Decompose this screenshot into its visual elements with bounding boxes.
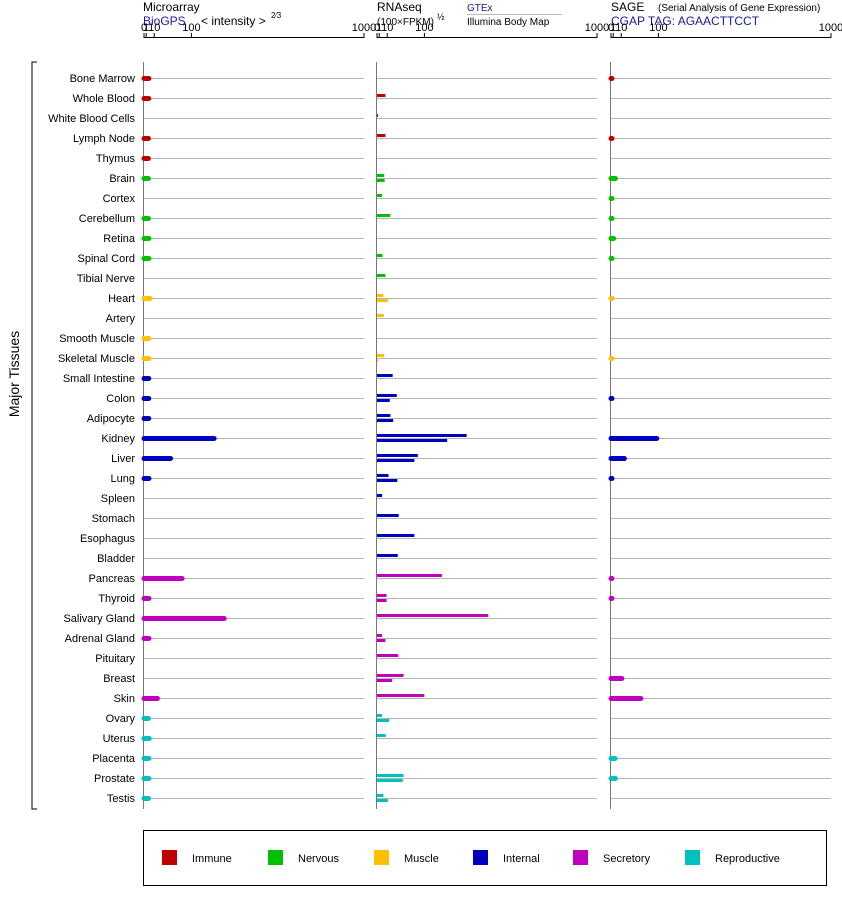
sage-tick-label: 10 [615, 22, 627, 34]
tissue-label: Smooth Muscle [59, 333, 135, 345]
tissue-label: Esophagus [80, 533, 136, 545]
legend-item-internal: Internal [473, 850, 540, 865]
legend-item-immune: Immune [162, 850, 232, 865]
legend-label-internal: Internal [503, 853, 540, 865]
microarray-tick-label: 10 [148, 22, 160, 34]
legend-label-muscle: Muscle [404, 853, 439, 865]
tissue-label: Liver [111, 453, 135, 465]
legend-swatch-reproductive [685, 850, 700, 865]
tissue-label: Brain [109, 173, 135, 185]
tissue-label: Artery [106, 313, 136, 325]
biogps-link[interactable]: BioGPS [143, 14, 186, 28]
tissue-label: Thyroid [98, 593, 135, 605]
legend-swatch-internal [473, 850, 488, 865]
legend-swatch-immune [162, 850, 177, 865]
microarray-title: Microarray [143, 0, 200, 14]
tissue-label: Testis [107, 793, 136, 805]
y-axis-bracket [31, 61, 37, 810]
sage-tick-label: 0 [608, 22, 614, 34]
legend-item-secretory: Secretory [573, 850, 651, 865]
legend-label-immune: Immune [192, 853, 232, 865]
rnaseq-exponent: ½ [437, 12, 445, 22]
legend-item-reproductive: Reproductive [685, 850, 780, 865]
legend-swatch-secretory [573, 850, 588, 865]
rnaseq-title: RNAseq [377, 0, 422, 14]
tissue-label: Kidney [101, 433, 135, 445]
tissue-label: Colon [106, 393, 135, 405]
tissue-label: Adrenal Gland [65, 633, 135, 645]
legend-item-nervous: Nervous [268, 850, 339, 865]
microarray-tick-label: 0 [141, 22, 147, 34]
legend-label-reproductive: Reproductive [715, 853, 780, 865]
legend-swatch-nervous [268, 850, 283, 865]
microarray-tick-label: 1 [143, 22, 149, 34]
tissue-label: Stomach [92, 513, 135, 525]
tissue-label: Prostate [94, 773, 135, 785]
tissue-label: Spleen [101, 493, 135, 505]
microarray-scale-note: < intensity > [201, 14, 266, 28]
legend-label-nervous: Nervous [298, 853, 339, 865]
rnaseq-tick-label: 10 [381, 22, 393, 34]
tissue-label: Ovary [106, 713, 136, 725]
rnaseq-tick-label: 100 [415, 22, 433, 34]
tissue-label: Small Intestine [63, 373, 135, 385]
tissue-label: Whole Blood [73, 93, 135, 105]
tissue-label: Skin [114, 693, 135, 705]
sage-title: SAGE [611, 0, 644, 14]
tissue-label: Placenta [92, 753, 136, 765]
tissue-label: Heart [108, 293, 135, 305]
y-axis-label: Major Tissues [6, 331, 22, 417]
legend-label-secretory: Secretory [603, 853, 651, 865]
tissue-label: Breast [103, 673, 135, 685]
tissue-label: Lymph Node [73, 133, 135, 145]
tissue-label: Lung [111, 473, 135, 485]
legend: Immune Nervous Muscle Internal Secretory Repr… [162, 850, 780, 865]
rnaseq-tick-label: 1000 [585, 22, 609, 34]
sage-tick-label: 100 [649, 22, 667, 34]
microarray-tick-label: 100 [182, 22, 200, 34]
tissue-label: Uterus [103, 733, 136, 745]
tissue-label: Thymus [96, 153, 136, 165]
sage-note: (Serial Analysis of Gene Expression) [658, 3, 820, 14]
tissue-label: Cortex [103, 193, 136, 205]
cgap-tag-link[interactable]: CGAP TAG: AGAACTTCCT [611, 14, 760, 28]
legend-swatch-muscle [374, 850, 389, 865]
tissue-label: Bone Marrow [70, 73, 135, 85]
gtex-link[interactable]: GTEx [467, 3, 493, 14]
microarray-tick-label: 1000 [352, 22, 376, 34]
tissue-label: Bladder [97, 553, 135, 565]
rnaseq-tick-label: 0 [374, 22, 380, 34]
sage-tick-label: 1000 [819, 22, 842, 34]
rnaseq-subtitle: (100×FPKM) [377, 17, 434, 28]
tissue-label: Adipocyte [87, 413, 135, 425]
legend-item-muscle: Muscle [374, 850, 439, 865]
microarray-exponent: 2⁄3 [271, 11, 282, 20]
tissue-label: Skeletal Muscle [58, 353, 135, 365]
legend-box [143, 830, 827, 886]
tissue-label: Tibial Nerve [77, 273, 135, 285]
sage-tick-label: 1 [610, 22, 616, 34]
tissue-label: Pancreas [89, 573, 136, 585]
illumina-label: Illumina Body Map [467, 17, 550, 28]
rnaseq-tick-label: 1 [376, 22, 382, 34]
tissue-label: White Blood Cells [48, 113, 135, 125]
tissue-labels: Bone Marrow Whole Blood White Blood Cells L… [48, 73, 136, 805]
tissue-label: Retina [103, 233, 136, 245]
tissue-label: Spinal Cord [78, 253, 135, 265]
tissue-label: Pituitary [95, 653, 135, 665]
tissue-label: Salivary Gland [63, 613, 135, 625]
tissue-label: Cerebellum [79, 213, 135, 225]
